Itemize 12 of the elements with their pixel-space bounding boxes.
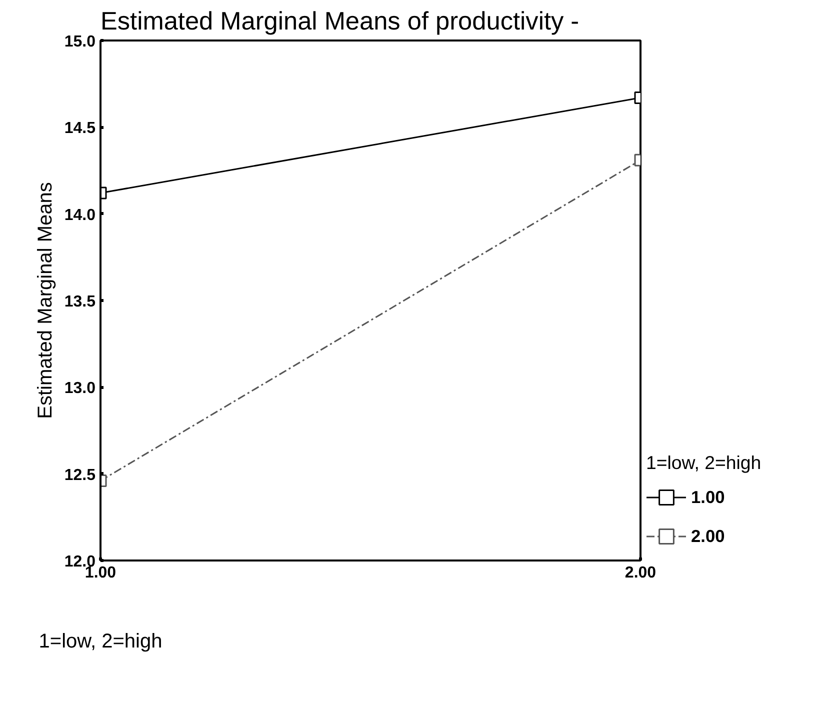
legend-title: 1=low, 2=high bbox=[646, 452, 762, 474]
x-axis-title: 1=low, 2=high bbox=[38, 630, 162, 652]
legend-label: 2.00 bbox=[691, 526, 725, 546]
legend-label: 1.00 bbox=[691, 486, 725, 508]
y-tick-label: 12.5 bbox=[64, 466, 96, 484]
y-tick-label: 14.5 bbox=[64, 120, 96, 138]
chart-title: Estimated Marginal Means of productivity - bbox=[100, 8, 580, 36]
y-tick-label: 13.0 bbox=[64, 380, 96, 398]
y-tick-label: 14.0 bbox=[64, 206, 96, 224]
y-tick-label: 15.0 bbox=[64, 34, 96, 50]
y-axis-title: Estimated Marginal Means bbox=[34, 182, 56, 419]
y-tick-label: 13.5 bbox=[64, 294, 96, 310]
